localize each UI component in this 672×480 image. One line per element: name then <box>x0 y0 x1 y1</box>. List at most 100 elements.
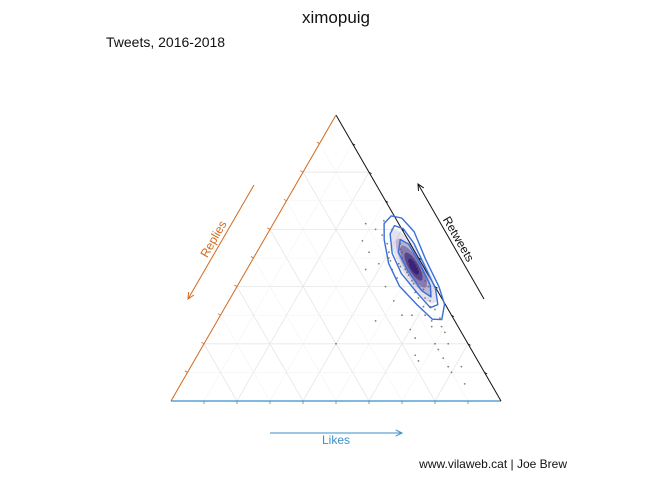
tweet-point <box>414 354 417 357</box>
minor-grid-line <box>335 257 419 402</box>
tweet-point <box>407 262 410 265</box>
replies-tick <box>300 170 304 173</box>
tweet-point <box>392 300 395 302</box>
tweet-point <box>382 219 385 222</box>
replies-arrow-head <box>187 291 195 300</box>
tweet-point <box>407 274 410 277</box>
tweet-point <box>364 268 367 271</box>
density-contour-inner <box>397 238 432 298</box>
tweet-point <box>414 262 417 265</box>
minor-grid-line <box>401 315 452 402</box>
tweet-point <box>429 300 431 302</box>
tweet-point <box>397 262 400 265</box>
tweet-point <box>460 365 463 368</box>
tweet-point <box>401 251 403 254</box>
tweet-point <box>442 357 445 359</box>
tweet-point <box>409 328 412 331</box>
minor-grid-line <box>203 143 353 402</box>
density-contour-middle <box>389 224 439 309</box>
density-contours <box>383 215 446 321</box>
ternary-grid <box>187 143 485 402</box>
replies-tick <box>283 198 287 202</box>
tweet-point <box>450 371 453 374</box>
tweet-point <box>404 268 407 271</box>
likes-arrow-head <box>395 429 404 437</box>
replies-tick <box>234 284 238 287</box>
tweet-point <box>384 285 387 288</box>
tweet-point <box>417 268 420 271</box>
tweet-point <box>430 325 433 328</box>
tweet-point <box>434 342 436 345</box>
replies-tick <box>250 256 254 259</box>
tweet-point <box>417 274 420 277</box>
minor-grid-line <box>319 143 469 402</box>
minor-grid-line <box>253 257 337 402</box>
retweets-tick <box>418 257 422 260</box>
tweet-point <box>424 314 426 317</box>
retweets-tick <box>352 143 356 146</box>
tweet-point <box>374 228 377 231</box>
axis-arrows <box>187 183 485 437</box>
tweet-point <box>401 314 403 317</box>
tweet-point <box>447 365 450 368</box>
tweet-point <box>396 277 398 279</box>
minor-grid-line <box>269 200 386 402</box>
tweet-point <box>406 271 408 274</box>
likes-axis-label: Likes <box>322 433 350 447</box>
retweets-arrow-head <box>417 183 425 192</box>
tweet-point <box>427 285 430 288</box>
retweets-axis-label: Retweets <box>440 214 477 264</box>
tweet-point <box>439 317 441 319</box>
chart-caption: www.vilaweb.cat | Joe Brew <box>418 457 567 471</box>
tweet-point <box>417 360 420 362</box>
tweet-point <box>368 251 370 254</box>
tweet-point <box>335 342 337 345</box>
grid-line <box>203 343 238 402</box>
tweet-point <box>424 297 426 299</box>
tweet-point <box>424 279 426 282</box>
replies-tick <box>217 313 221 316</box>
density-layer <box>390 229 437 304</box>
grid-line <box>236 286 304 402</box>
chart-title: ximopuig <box>302 8 370 27</box>
replies-axis-label: Replies <box>197 218 229 260</box>
tweet-point <box>440 325 443 328</box>
tweet-point <box>463 382 466 385</box>
replies-tick <box>267 227 271 230</box>
chart-subtitle: Tweets, 2016-2018 <box>106 34 225 50</box>
retweets-tick <box>484 372 488 375</box>
tweet-point <box>411 314 413 317</box>
tweet-point <box>422 305 425 308</box>
ternary-frame <box>170 114 502 404</box>
tweet-point <box>407 257 410 259</box>
retweets-tick <box>467 343 471 346</box>
tweet-point <box>414 337 417 339</box>
tweet-point <box>415 265 418 268</box>
tweet-point <box>361 239 364 242</box>
density-core <box>408 258 419 275</box>
tweet-point <box>406 254 408 257</box>
tweet-point <box>417 297 420 299</box>
tweet-point <box>399 265 402 268</box>
tweet-point <box>411 279 413 282</box>
tweet-point <box>434 308 436 311</box>
tweet-point <box>389 259 392 262</box>
replies-arrow <box>187 184 255 300</box>
grid-line <box>368 286 436 402</box>
minor-grid-line <box>286 200 403 402</box>
tweet-point <box>378 262 380 265</box>
tweet-point <box>422 288 425 291</box>
replies-tick <box>201 341 205 345</box>
minor-grid-line <box>220 315 271 402</box>
retweets-tick <box>368 171 372 175</box>
density-contour-outer <box>383 215 446 321</box>
tweet-point <box>381 234 384 237</box>
retweets-tick <box>451 314 455 318</box>
tweet-point <box>374 320 377 322</box>
tweet-point <box>412 259 415 262</box>
retweets-tick <box>385 200 389 203</box>
tweet-point <box>399 248 402 251</box>
tweet-point <box>430 320 433 322</box>
tweet-point <box>364 222 367 225</box>
